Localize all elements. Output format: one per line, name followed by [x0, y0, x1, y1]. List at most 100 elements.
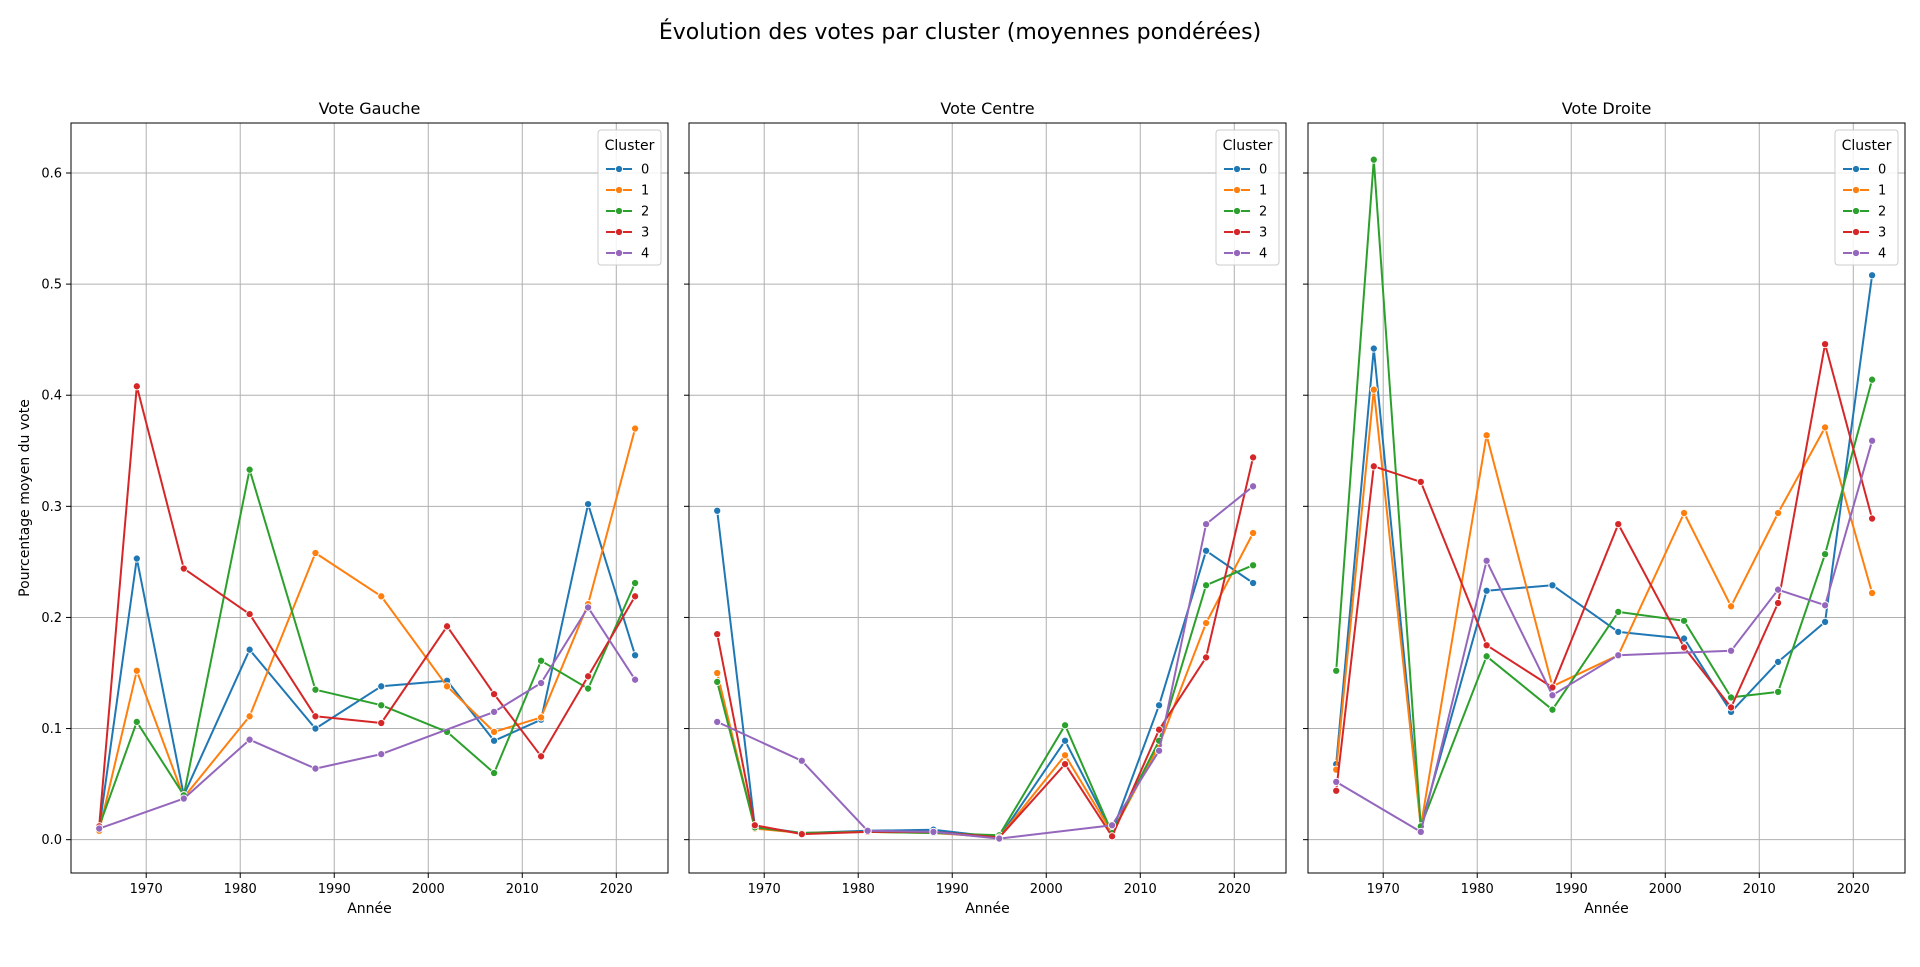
data-point [995, 834, 1004, 843]
data-point [1774, 657, 1783, 666]
figure-title: Évolution des votes par cluster (moyenne… [659, 19, 1261, 45]
data-point [1332, 666, 1341, 675]
data-point [537, 713, 546, 722]
panel-title: Vote Gauche [319, 99, 421, 118]
legend-entry-label: 2 [1259, 205, 1267, 220]
data-point [1249, 453, 1258, 462]
legend-entry-label: 1 [1878, 184, 1886, 199]
legend-swatch-marker [1232, 164, 1242, 174]
data-point [1821, 340, 1830, 349]
data-point [1614, 627, 1623, 636]
data-point [490, 768, 499, 778]
data-point [797, 830, 806, 839]
data-point [1774, 598, 1783, 608]
data-point [311, 548, 320, 558]
legend-swatch-marker [614, 206, 624, 216]
x-axis-label: Année [965, 901, 1010, 917]
y-tick-label: 0.0 [41, 833, 62, 848]
data-point [1416, 477, 1425, 486]
legend-entry-label: 4 [1878, 247, 1886, 262]
data-point [490, 707, 499, 716]
x-tick-label: 2000 [1030, 882, 1063, 897]
legend-swatch-marker [1232, 227, 1242, 237]
y-tick-label: 0.6 [41, 167, 62, 182]
plot-frame [1307, 122, 1906, 874]
data-point [1821, 550, 1830, 559]
legend-entry-label: 0 [1259, 163, 1267, 178]
data-point [1821, 617, 1830, 626]
x-tick-label: 2010 [1124, 882, 1157, 897]
data-point [750, 821, 759, 830]
data-point [1202, 581, 1211, 590]
legend-swatch-marker [1232, 185, 1242, 195]
legend: Cluster 0 1 2 3 4 [1834, 129, 1899, 266]
data-point [1369, 155, 1378, 164]
legend-title: Cluster [1223, 138, 1273, 154]
panel-2: 1970 1980 1990 2000 2010 2020 Vote Droite Année… [1303, 99, 1906, 917]
data-point [245, 465, 254, 474]
legend-entry-label: 3 [1259, 226, 1267, 241]
data-point [584, 684, 593, 693]
data-point [179, 564, 188, 573]
data-point [584, 603, 593, 612]
data-point [245, 712, 254, 721]
x-tick-label: 2020 [1218, 882, 1251, 897]
data-point [713, 630, 722, 639]
data-point [1061, 736, 1070, 745]
legend-swatch-marker [1232, 206, 1242, 216]
data-point [311, 764, 320, 773]
legend-swatch-marker [614, 164, 624, 174]
data-point [311, 685, 320, 694]
legend: Cluster 0 1 2 3 4 [1215, 129, 1280, 266]
data-point [1774, 687, 1783, 696]
x-tick-label: 2010 [506, 882, 539, 897]
data-point [713, 677, 722, 686]
x-tick-label: 1970 [1367, 882, 1400, 897]
data-point [713, 506, 722, 515]
data-point [537, 678, 546, 688]
x-tick-label: 2000 [1649, 882, 1682, 897]
data-point [1727, 703, 1736, 712]
y-tick-label: 0.5 [41, 278, 62, 293]
data-point [1369, 462, 1378, 471]
legend-entry-label: 0 [641, 163, 649, 178]
data-point [631, 592, 640, 601]
data-point [1868, 436, 1877, 445]
panel-title: Vote Centre [940, 99, 1034, 118]
data-point [1868, 514, 1877, 523]
data-point [1061, 751, 1070, 760]
legend-swatch-marker [614, 227, 624, 237]
data-point [1061, 760, 1070, 769]
x-tick-label: 1980 [842, 882, 875, 897]
data-point [1680, 643, 1689, 652]
data-point [1202, 546, 1211, 555]
data-point [584, 500, 593, 509]
panels: 1970 1980 1990 2000 2010 20200.00.10.20.30.40… [17, 99, 1906, 917]
data-point [1155, 746, 1164, 755]
x-tick-label: 1970 [130, 882, 163, 897]
legend-entry-label: 3 [641, 226, 649, 241]
data-point [1332, 777, 1341, 786]
x-tick-label: 1990 [1555, 882, 1588, 897]
data-point [1155, 701, 1164, 710]
legend-title: Cluster [605, 138, 655, 154]
data-point [1614, 520, 1623, 529]
x-tick-label: 2010 [1743, 882, 1776, 897]
x-tick-label: 1970 [748, 882, 781, 897]
legend-entry-label: 0 [1878, 163, 1886, 178]
data-point [377, 750, 386, 759]
data-point [1868, 271, 1877, 280]
data-point [1868, 588, 1877, 598]
data-point [1369, 344, 1378, 353]
data-point [1155, 725, 1164, 734]
data-point [1482, 556, 1491, 565]
data-point [1680, 616, 1689, 625]
y-tick-label: 0.1 [41, 722, 62, 737]
data-point [1868, 375, 1877, 384]
legend: Cluster 0 1 2 3 4 [597, 129, 662, 266]
data-point [490, 690, 499, 699]
x-axis-label: Année [1584, 901, 1629, 917]
legend-swatch-marker [614, 248, 624, 258]
data-point [1548, 691, 1557, 700]
